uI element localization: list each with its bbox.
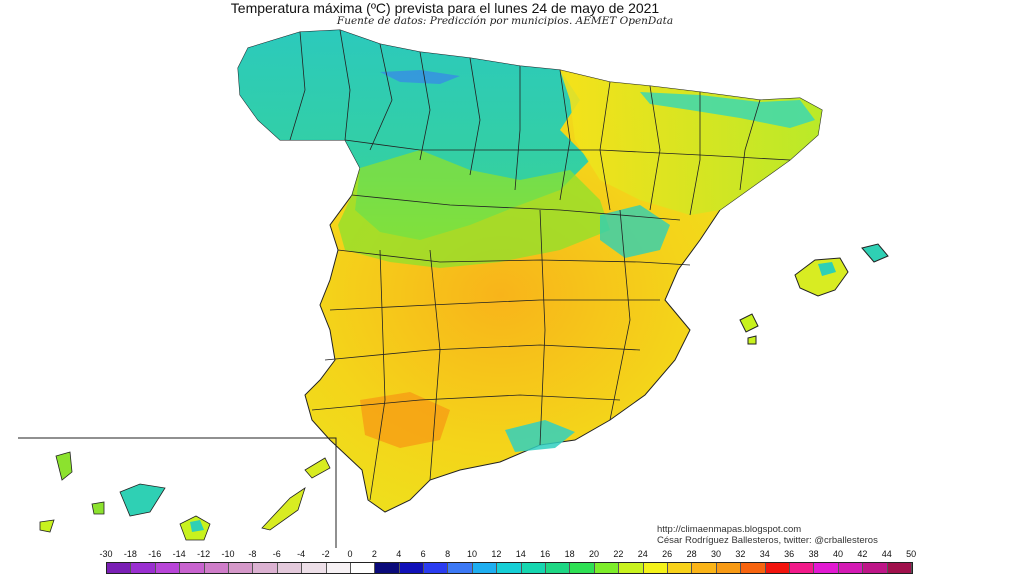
legend-swatch [180, 563, 205, 573]
legend-tick-label: -4 [297, 549, 306, 559]
legend-tick-label: -30 [99, 549, 113, 559]
legend-tick-label: -2 [321, 549, 330, 559]
legend-swatch [863, 563, 888, 573]
legend-swatch [155, 563, 181, 573]
legend-swatch [546, 563, 571, 573]
legend-tick-label: 18 [564, 549, 575, 559]
legend-swatch [204, 563, 229, 573]
legend-tick-label: 28 [686, 549, 697, 559]
legend-swatch [228, 563, 254, 573]
legend-tick-label: -14 [172, 549, 186, 559]
legend-swatch [326, 563, 351, 573]
legend-tick-label: 24 [637, 549, 648, 559]
legend-tick-label: 20 [588, 549, 599, 559]
map-title: Temperatura máxima (ºC) prevista para el… [230, 0, 660, 16]
legend-tick-label: 0 [347, 549, 353, 559]
legend-tick-label: -6 [272, 549, 281, 559]
legend-tick-label: 10 [466, 549, 477, 559]
legend-tick-label: 4 [396, 549, 402, 559]
canary-islands-inset [18, 437, 337, 548]
legend-swatch [107, 563, 132, 573]
legend-swatch [643, 563, 668, 573]
legend-tick-label: 32 [735, 549, 746, 559]
legend-tick-label: 36 [784, 549, 795, 559]
legend-swatch [789, 563, 815, 573]
legend-swatch [521, 563, 547, 573]
legend-tick-label: 8 [445, 549, 451, 559]
color-legend [106, 562, 913, 574]
legend-swatch [253, 563, 278, 573]
legend-tick-label: -18 [123, 549, 137, 559]
legend-tick-label: -10 [221, 549, 235, 559]
legend-swatch [887, 563, 912, 573]
legend-tick-label: 34 [759, 549, 770, 559]
legend-swatch [594, 563, 620, 573]
legend-tick-label: 16 [540, 549, 551, 559]
legend-tick-label: 42 [857, 549, 868, 559]
legend-swatch [570, 563, 595, 573]
legend-swatch [350, 563, 376, 573]
legend-tick-label: -8 [248, 549, 257, 559]
legend-tick-label: 30 [710, 549, 721, 559]
author-credit: César Rodríguez Ballesteros, twitter: @c… [657, 535, 878, 546]
legend-tick-label: 50 [906, 549, 917, 559]
legend-swatch [765, 563, 790, 573]
legend-swatch [277, 563, 303, 573]
legend-swatch [399, 563, 425, 573]
legend-tick-label: 12 [491, 549, 502, 559]
legend-swatch [692, 563, 717, 573]
legend-tick-label: 2 [371, 549, 377, 559]
legend-tick-label: 44 [881, 549, 892, 559]
legend-tick-label: 26 [662, 549, 673, 559]
legend-swatch [741, 563, 766, 573]
blog-url: http://climaenmapas.blogspot.com [657, 524, 802, 535]
legend-swatch [667, 563, 693, 573]
legend-swatch [838, 563, 864, 573]
map-subtitle: Fuente de datos: Predicción por municipi… [336, 15, 674, 27]
legend-swatch [302, 563, 327, 573]
legend-tick-label: 22 [613, 549, 624, 559]
balearic-islands [739, 243, 889, 345]
legend-swatch [497, 563, 522, 573]
legend-swatch [472, 563, 498, 573]
peninsula [237, 29, 823, 513]
legend-swatch [424, 563, 449, 573]
legend-tick-label: 38 [808, 549, 819, 559]
legend-tick-label: -16 [148, 549, 162, 559]
legend-swatch [716, 563, 742, 573]
legend-swatch [448, 563, 473, 573]
legend-tick-label: 14 [515, 549, 526, 559]
legend-tick-label: -12 [197, 549, 211, 559]
legend-swatch [131, 563, 156, 573]
legend-tick-label: 40 [832, 549, 843, 559]
legend-swatch [814, 563, 839, 573]
legend-swatch [619, 563, 644, 573]
credit-block: http://climaenmapas.blogspot.com César R… [657, 524, 878, 546]
legend-tick-label: 6 [420, 549, 426, 559]
legend-swatch [375, 563, 400, 573]
